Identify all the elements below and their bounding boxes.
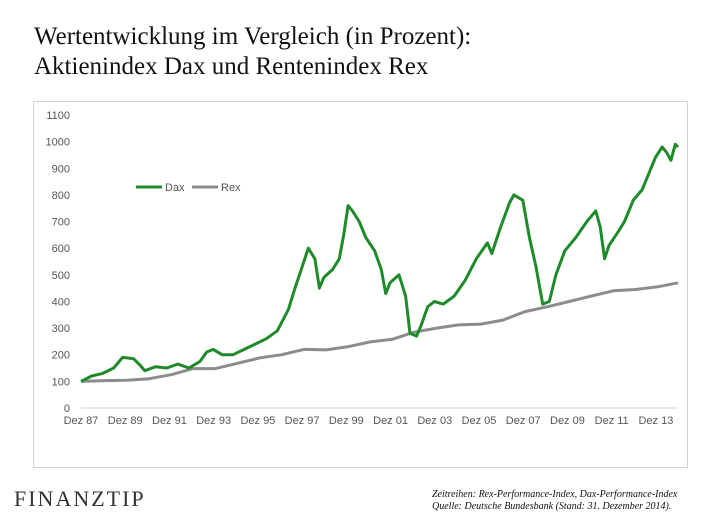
- x-tick-label: Dez 89: [108, 415, 143, 427]
- legend-dax-label: Dax: [165, 182, 185, 194]
- x-tick-label: Dez 05: [462, 415, 497, 427]
- x-tick-label: Dez 91: [152, 415, 187, 427]
- y-tick-label: 100: [52, 376, 70, 388]
- y-tick-label: 700: [52, 217, 70, 229]
- x-tick-label: Dez 01: [373, 415, 408, 427]
- x-tick-label: Dez 13: [638, 415, 673, 427]
- finanztip-logo: FINANZTIP: [14, 486, 146, 511]
- x-tick-label: Dez 11: [595, 415, 629, 427]
- line-chart: 0 100 200 300 400 500 600 700 800 900 1000 1100 Dez…: [46, 110, 680, 427]
- y-tick-label: 300: [52, 323, 70, 335]
- y-tick-label: 200: [52, 350, 70, 362]
- x-tick-label: Dez 95: [240, 415, 275, 427]
- chart-area: 0 100 200 300 400 500 600 700 800 900 1000 1100 Dez…: [33, 101, 688, 468]
- source-note: Zeitreihen: Rex-Performance-Index, Dax-P…: [432, 489, 677, 513]
- y-axis-labels: 0 100 200 300 400 500 600 700 800 900 1000 1100: [46, 110, 70, 415]
- x-tick-label: Dez 99: [329, 415, 364, 427]
- source-line-1: Zeitreihen: Rex-Performance-Index, Dax-P…: [432, 489, 678, 500]
- y-tick-label: 400: [52, 296, 70, 308]
- y-tick-label: 900: [52, 163, 70, 175]
- title-line-1: Wertentwicklung im Vergleich (in Prozent…: [34, 23, 472, 50]
- y-tick-label: 0: [64, 403, 70, 415]
- legend: Dax Rex: [136, 182, 241, 194]
- y-tick-label: 1100: [46, 110, 70, 122]
- chart-title: Wertentwicklung im Vergleich (in Prozent…: [34, 22, 471, 82]
- x-tick-label: Dez 87: [64, 415, 99, 427]
- x-tick-label: Dez 09: [550, 415, 585, 427]
- y-tick-label: 600: [52, 243, 70, 255]
- title-line-2: Aktienindex Dax und Rentenindex Rex: [34, 53, 429, 80]
- x-tick-label: Dez 93: [196, 415, 231, 427]
- x-tick-label: Dez 97: [285, 415, 320, 427]
- y-tick-label: 500: [52, 270, 70, 282]
- source-line-2: Quelle: Deutsche Bundesbank (Stand: 31. …: [432, 501, 672, 512]
- y-tick-label: 800: [52, 190, 70, 202]
- x-tick-label: Dez 07: [506, 415, 541, 427]
- series-line-rex: [80, 281, 679, 383]
- legend-rex-label: Rex: [221, 182, 241, 194]
- series-line-dax: [80, 142, 680, 383]
- series-layer: [80, 142, 680, 383]
- x-tick-label: Dez 03: [417, 415, 452, 427]
- y-tick-label: 1000: [46, 137, 70, 149]
- x-axis-labels: Dez 87 Dez 89 Dez 91 Dez 93 Dez 95 Dez 97 Dez …: [64, 415, 674, 427]
